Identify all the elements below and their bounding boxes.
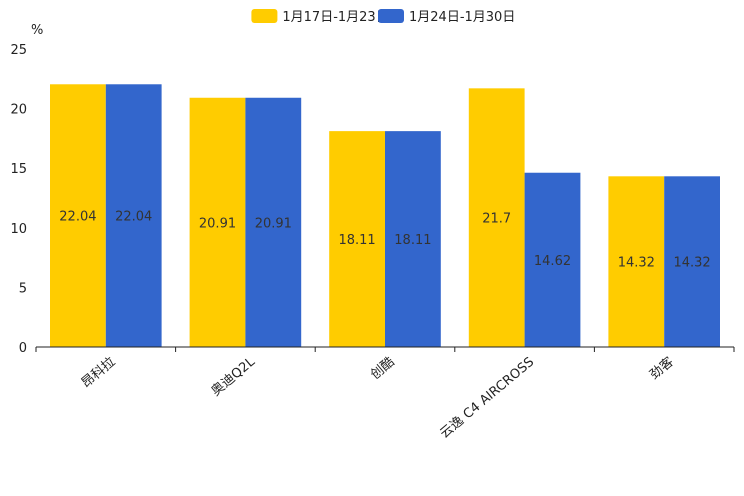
data-label: 20.91 — [255, 216, 292, 231]
bar-2-0 — [329, 131, 385, 347]
data-label: 18.11 — [338, 233, 375, 248]
y-tick-label: 10 — [10, 222, 27, 237]
bar-4-0 — [608, 176, 665, 347]
data-label: 18.11 — [394, 233, 431, 248]
x-category-label: 奥迪Q2L — [209, 354, 259, 399]
data-label: 20.91 — [199, 216, 236, 231]
x-axis: 昂科拉 奥迪Q2L 创酷 云逸 C4 AIRCROSS 劲客 — [35, 346, 735, 442]
bar-1-1 — [245, 97, 302, 347]
y-axis: 0 5 10 15 20 25 — [10, 43, 27, 356]
x-category-label: 昂科拉 — [79, 355, 119, 392]
legend-label: 1月24日-1月30日 — [409, 10, 515, 25]
legend-swatch-1 — [378, 9, 404, 23]
data-label: 22.04 — [115, 210, 152, 225]
data-label: 14.32 — [673, 256, 710, 271]
x-category-label: 云逸 C4 AIRCROSS — [437, 355, 537, 442]
legend-label: 1月17日-1月23日 — [282, 10, 388, 25]
x-category-label: 创酷 — [368, 355, 398, 383]
legend-swatch-0 — [251, 9, 278, 23]
bar-2-1 — [385, 131, 441, 347]
data-label: 22.04 — [59, 210, 96, 225]
data-label: 14.62 — [534, 254, 571, 269]
y-tick-label: 5 — [19, 281, 27, 296]
bars: 22.04 22.04 20.91 20.91 18.11 18.11 21.7 14.62 1… — [50, 84, 720, 347]
bar-3-1 — [524, 172, 581, 347]
bar-3-0 — [468, 88, 525, 347]
y-tick-label: 20 — [10, 103, 27, 118]
bar-4-1 — [664, 176, 720, 347]
legend: 1月17日-1月23日 1月24日-1月30日 — [251, 9, 515, 25]
y-tick-label: 0 — [19, 341, 27, 356]
data-label: 21.7 — [482, 212, 511, 227]
x-category-label: 劲客 — [647, 354, 677, 383]
bar-1-0 — [189, 97, 246, 347]
bar-0-0 — [50, 84, 106, 347]
data-label: 14.32 — [618, 256, 655, 271]
y-axis-unit-label: % — [31, 23, 43, 38]
y-tick-label: 15 — [10, 162, 27, 177]
bar-0-1 — [105, 84, 162, 347]
y-tick-label: 25 — [10, 43, 27, 58]
